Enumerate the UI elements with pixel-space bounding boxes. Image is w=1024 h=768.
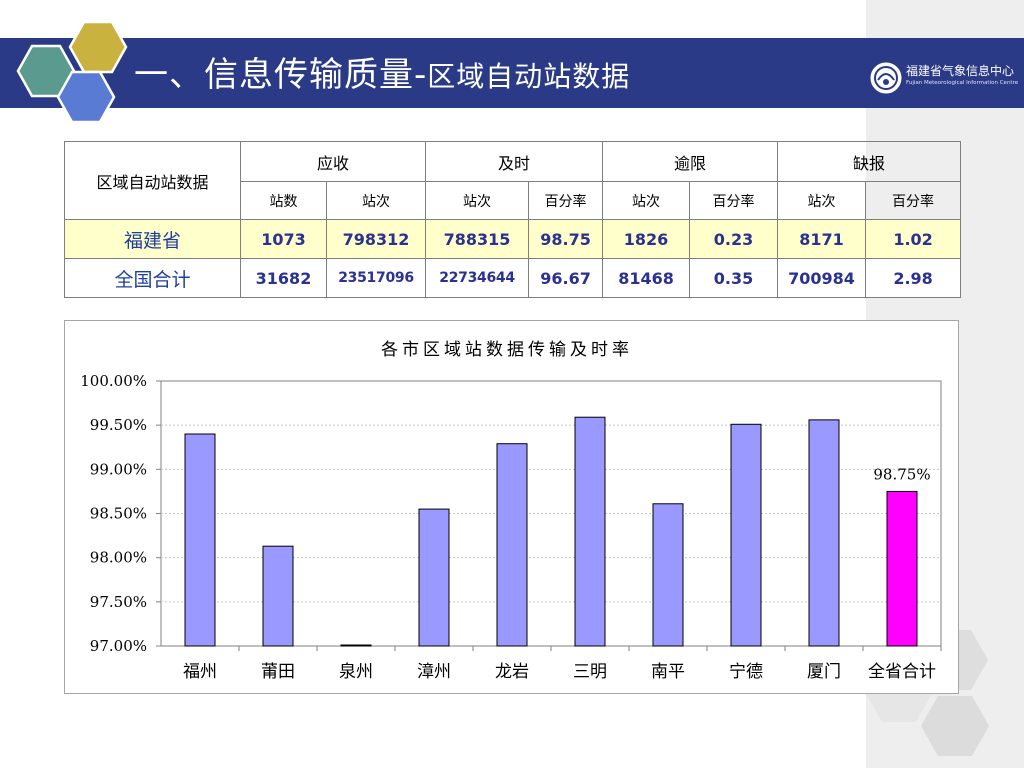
table-cell: 8171 (777, 219, 867, 259)
table-cell: 1826 (602, 219, 691, 259)
page-title-main: 一、信息传输质量- (134, 55, 428, 95)
table-cell: 788315 (425, 219, 530, 259)
y-tick-label: 98.50% (90, 505, 147, 523)
table-cell: 98.75 (528, 219, 604, 259)
y-tick-label: 97.50% (90, 593, 147, 611)
hexagon-bg-icon (921, 696, 989, 756)
x-tick-label: 泉州 (339, 662, 373, 682)
org-name-en: Fujian Meteorological Information Centre (906, 80, 1019, 86)
bar-chart: 各市区域站数据传输及时率 97.00% 97.50% 98.00% 98.50% 99.… (80, 340, 942, 682)
org-name-cn: 福建省气象信息中心 (906, 64, 1015, 78)
bar (340, 644, 372, 647)
title-banner (0, 38, 866, 108)
hexagon-yellow-icon (68, 20, 128, 74)
bar (496, 443, 528, 647)
table-cell: 22734644 (425, 258, 530, 298)
org-logo-icon (870, 62, 902, 94)
hexagon-blue-icon (56, 70, 116, 124)
bar (886, 490, 918, 647)
table-cell: 1073 (240, 219, 327, 259)
bar (262, 545, 294, 647)
subheader-cell: 站次 (777, 181, 867, 220)
bar (730, 423, 762, 647)
x-tick-label: 龙岩 (495, 662, 529, 682)
y-tick-label: 97.00% (90, 637, 147, 655)
table-cell: 798312 (325, 219, 427, 259)
table-cell: 0.23 (689, 219, 779, 259)
group-header-yuxian: 逾限 (602, 141, 779, 182)
x-tick-label: 南平 (651, 662, 685, 682)
subheader-cell: 百分率 (865, 181, 962, 220)
x-tick-label: 莆田 (261, 662, 295, 682)
subheader-cell: 站次 (602, 181, 691, 220)
x-tick-label: 全省合计 (868, 662, 936, 682)
chart-frame: 各市区域站数据传输及时率 97.00% 97.50% 98.00% 98.50% 99.… (64, 320, 959, 694)
group-header-yingshou: 应收 (239, 141, 427, 182)
group-header-jishi: 及时 (425, 141, 604, 182)
bar (808, 419, 840, 647)
subheader-cell: 百分率 (528, 181, 604, 220)
data-label: 98.75% (873, 465, 930, 483)
hexagon-decoration-icon (16, 20, 128, 124)
row-label: 全国合计 (64, 258, 241, 298)
table-cell: 81468 (602, 258, 691, 298)
group-header-quebao: 缺报 (777, 141, 962, 182)
x-tick-label: 福州 (183, 662, 217, 682)
table-corner-label: 区域自动站数据 (64, 141, 241, 220)
x-tick-label: 宁德 (729, 662, 763, 682)
y-tick-label: 98.00% (90, 549, 147, 567)
table-cell: 700984 (777, 258, 867, 298)
row-label: 福建省 (64, 219, 241, 259)
chart-title: 各市区域站数据传输及时率 (381, 340, 633, 360)
y-tick-label: 99.50% (90, 416, 147, 434)
bar (184, 433, 216, 647)
bar (574, 416, 606, 647)
subheader-cell: 站数 (240, 181, 327, 220)
x-tick-label: 漳州 (417, 662, 451, 682)
table-header-row: 区域自动站数据 应收 及时 逾限 缺报 (64, 141, 962, 220)
bar (418, 508, 450, 647)
table-cell: 31682 (240, 258, 327, 298)
subheader-cell: 站次 (425, 181, 530, 220)
table-cell: 23517096 (325, 258, 427, 298)
page-title: 一、信息传输质量-区域自动站数据 (134, 50, 630, 100)
table-cell: 2.98 (865, 258, 962, 298)
x-tick-label: 厦门 (807, 662, 841, 682)
table-cell: 1.02 (865, 219, 962, 259)
subheader-cell: 百分率 (689, 181, 779, 220)
page-title-sub: 区域自动站数据 (427, 60, 631, 93)
table-cell: 0.35 (689, 258, 779, 298)
y-tick-label: 99.00% (90, 460, 147, 478)
y-tick-label: 100.00% (80, 372, 147, 390)
table-row: 福建省 1073 798312 788315 98.75 1826 0.23 8… (64, 219, 962, 259)
subheader-cell: 站次 (325, 181, 427, 220)
x-tick-label: 三明 (573, 662, 607, 682)
table-row: 全国合计 31682 23517096 22734644 96.67 81468… (64, 258, 962, 298)
bar (652, 503, 684, 647)
table-cell: 96.67 (528, 258, 604, 298)
summary-table: 区域自动站数据 应收 及时 逾限 缺报 站数 站次 站次 百分率 站次 百分率 … (64, 141, 962, 298)
